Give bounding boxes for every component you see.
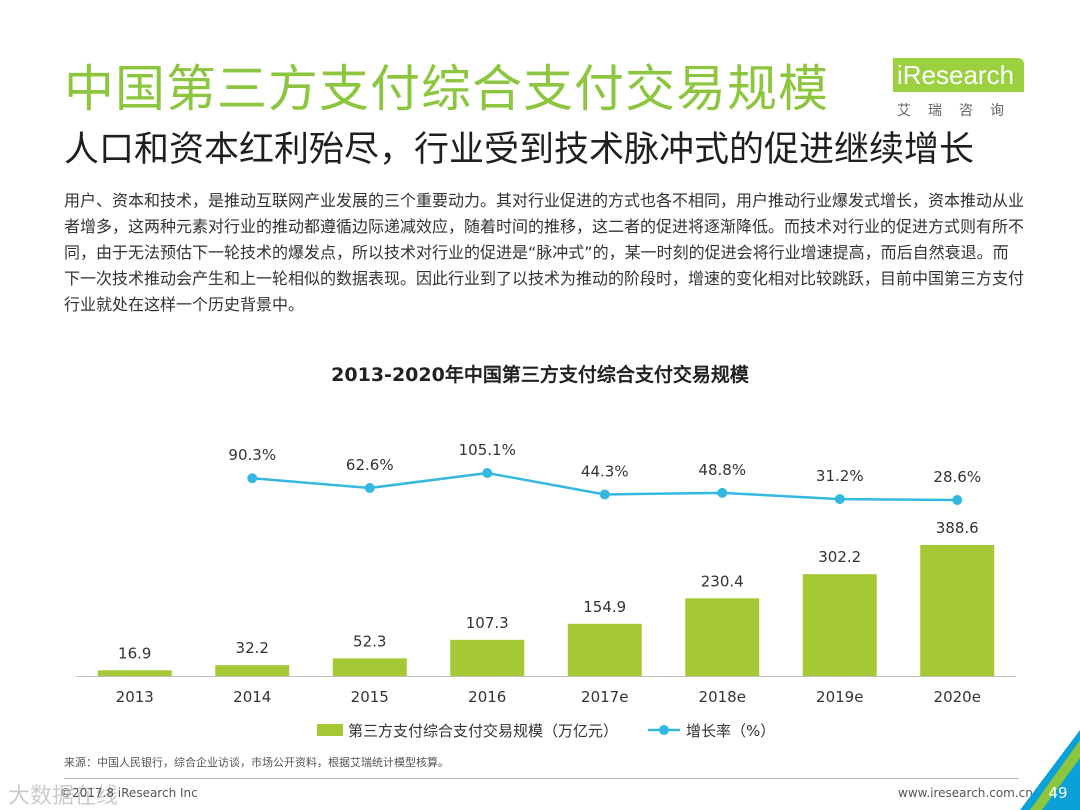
legend-bar-label: 第三方支付综合支付交易规模（万亿元） (348, 722, 618, 740)
logo-word: iResearch (893, 58, 1025, 92)
growth-point (364, 483, 375, 493)
chart-title: 2013-2020年中国第三方支付综合支付交易规模 (331, 364, 749, 386)
x-tick-label: 2019e (816, 688, 863, 706)
bar-value-label: 302.2 (818, 548, 861, 566)
bar-value-label: 107.3 (466, 614, 509, 632)
source-note: 来源：中国人民银行，综合企业访谈，市场公开资料，根据艾瑞统计模型核算。 (64, 756, 449, 769)
x-tick-label: 2014 (233, 688, 271, 706)
x-tick-label: 2013 (116, 688, 154, 706)
bar (215, 665, 290, 676)
x-tick-label: 2018e (699, 688, 746, 706)
growth-point (952, 495, 963, 505)
bar (920, 545, 995, 676)
growth-label: 48.8% (698, 461, 746, 479)
bar-value-label: 52.3 (353, 632, 386, 650)
legend-line-marker (659, 725, 669, 735)
x-tick-label: 2017e (581, 688, 628, 706)
legend-line-label: 增长率（%） (686, 722, 775, 740)
footer-divider (64, 778, 1019, 779)
bar-value-label: 388.6 (936, 519, 979, 537)
logo-subtext: 艾瑞咨询 (897, 103, 1021, 119)
bar (332, 658, 407, 676)
growth-label: 90.3% (228, 446, 276, 464)
iresearch-logo: iResearch 艾瑞咨询 (893, 56, 1043, 126)
website: www.iresearch.com.cn (898, 786, 1033, 800)
x-tick-label: 2016 (468, 688, 506, 706)
page-title: 中国第三方支付综合支付交易规模 (64, 60, 829, 118)
x-tick-label: 2015 (351, 688, 389, 706)
page-subtitle: 人口和资本红利殆尽，行业受到技术脉冲式的促进继续增长 (64, 130, 975, 170)
bar (450, 639, 525, 676)
bar (685, 598, 760, 676)
page-number: 49 (1048, 784, 1068, 802)
bar-value-label: 230.4 (701, 572, 744, 590)
watermark: 大数据在线 (8, 784, 119, 809)
legend-bar-swatch (317, 724, 343, 736)
bar-value-label: 154.9 (583, 598, 626, 616)
growth-point (482, 468, 493, 478)
growth-label: 62.6% (346, 456, 394, 474)
growth-label: 105.1% (459, 441, 516, 459)
growth-point (717, 487, 728, 498)
bar (802, 574, 877, 676)
bar-value-label: 32.2 (236, 639, 269, 657)
bar-value-label: 16.9 (118, 644, 151, 662)
bar (97, 670, 172, 676)
growth-point (247, 473, 258, 484)
growth-label: 28.6% (933, 468, 981, 486)
growth-label: 44.3% (581, 462, 629, 480)
growth-label: 31.2% (816, 467, 864, 485)
growth-point (599, 489, 610, 500)
x-tick-label: 2020e (934, 688, 981, 706)
bar (567, 623, 642, 676)
corner-decoration (1020, 730, 1080, 810)
growth-point (834, 494, 845, 505)
copyright: ©2017.8 iResearch Inc (60, 786, 198, 800)
body-paragraph: 用户、资本和技术，是推动互联网产业发展的三个重要动力。其对行业促进的方式也各不相… (64, 191, 1025, 314)
